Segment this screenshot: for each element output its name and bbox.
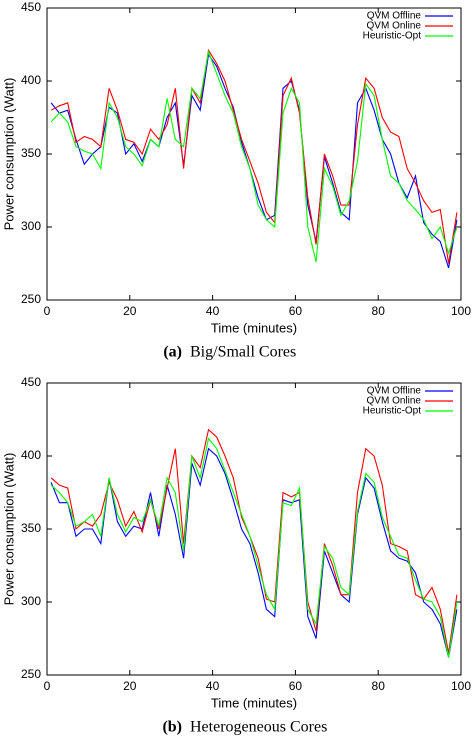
legend-label: Heuristic-Opt [363, 406, 422, 417]
y-axis-title: Power consumption (Watt) [1, 78, 16, 231]
y-tick-label: 350 [21, 521, 41, 535]
y-tick-label: 450 [21, 375, 41, 389]
x-tick-label: 80 [372, 679, 386, 693]
legend-label: QVM Offline [367, 386, 422, 397]
series-line [50, 48, 458, 264]
series-line [50, 49, 458, 263]
legend-label: Heuristic-Opt [363, 31, 422, 42]
x-tick-label: 20 [123, 679, 137, 693]
legend-label: QVM Online [367, 21, 422, 32]
x-tick-label: 40 [206, 679, 220, 693]
caption: Big/Small Cores [190, 344, 296, 361]
caption-label: (a) [163, 344, 182, 361]
caption: Heterogeneous Cores [190, 719, 327, 736]
series-line [50, 447, 458, 658]
y-tick-label: 450 [21, 0, 41, 14]
y-tick-label: 400 [21, 448, 41, 462]
y-tick-label: 250 [21, 292, 41, 306]
x-axis-title: Time (minutes) [211, 695, 297, 710]
y-tick-label: 300 [21, 219, 41, 233]
x-tick-label: 0 [44, 679, 51, 693]
legend-label: QVM Online [367, 396, 422, 407]
x-tick-label: 80 [372, 304, 386, 318]
plot-frame [46, 382, 462, 676]
y-tick-label: 400 [21, 73, 41, 87]
series-line [50, 428, 458, 654]
x-tick-label: 60 [289, 679, 303, 693]
y-tick-label: 250 [21, 667, 41, 681]
x-axis-title: Time (minutes) [211, 320, 297, 335]
y-axis-title: Power consumption (Watt) [1, 453, 16, 606]
y-tick-label: 300 [21, 594, 41, 608]
x-tick-label: 0 [44, 304, 51, 318]
y-tick-label: 350 [21, 146, 41, 160]
caption-label: (b) [162, 719, 182, 736]
x-tick-label: 100 [451, 679, 471, 693]
legend-label: QVM Offline [367, 11, 422, 22]
x-tick-label: 40 [206, 304, 220, 318]
x-tick-label: 100 [451, 304, 471, 318]
plot-frame [46, 7, 462, 301]
series-line [50, 53, 458, 269]
series-line [50, 437, 458, 658]
x-tick-label: 20 [123, 304, 137, 318]
x-tick-label: 60 [289, 304, 303, 318]
